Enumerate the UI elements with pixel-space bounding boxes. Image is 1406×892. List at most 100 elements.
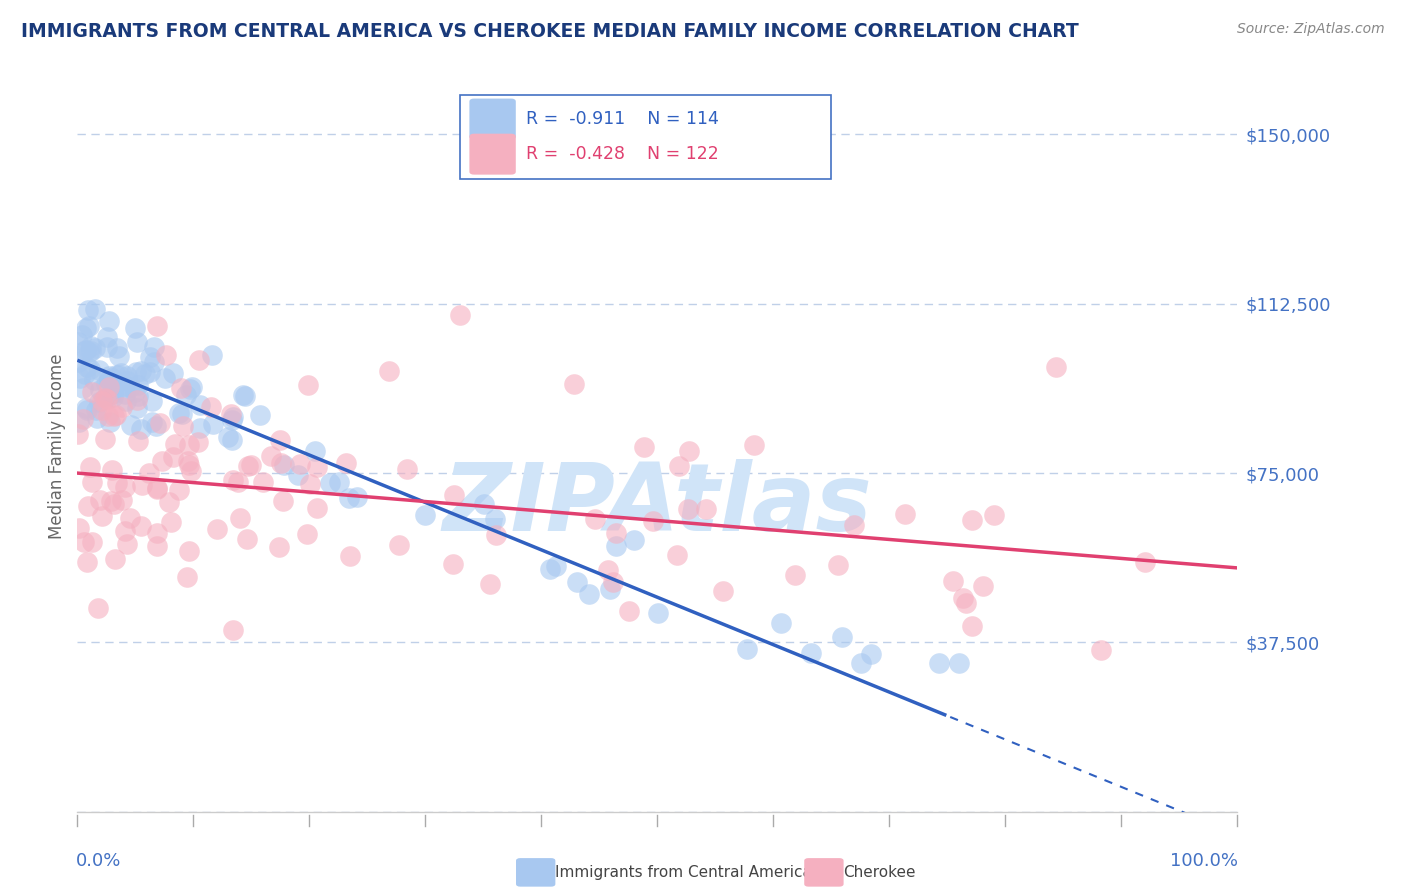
Point — [80, 384, 103, 399]
Point — [180, 380, 202, 394]
FancyBboxPatch shape — [470, 98, 516, 139]
Point — [239, 458, 262, 472]
Point — [84, 341, 107, 355]
Point — [90, 394, 112, 409]
Point — [84, 403, 107, 417]
Point — [711, 584, 734, 599]
Point — [98, 369, 121, 384]
Point — [97, 373, 120, 387]
Point — [139, 365, 162, 379]
Point — [188, 353, 211, 368]
Point — [647, 606, 669, 620]
Point — [118, 511, 141, 525]
Point — [221, 433, 243, 447]
Point — [860, 647, 883, 661]
Point — [129, 422, 152, 436]
Point — [735, 642, 758, 657]
Point — [96, 392, 118, 406]
Point — [146, 525, 169, 540]
Point — [98, 415, 121, 429]
Point — [955, 596, 977, 610]
Point — [827, 558, 849, 573]
Point — [146, 482, 169, 496]
Point — [623, 533, 645, 548]
Point — [110, 366, 132, 380]
Point — [162, 450, 184, 464]
Point — [103, 497, 125, 511]
Point — [73, 534, 96, 549]
Point — [67, 521, 90, 535]
Text: ZIPAtlas: ZIPAtlas — [443, 458, 872, 550]
Point — [73, 367, 96, 381]
Point — [260, 449, 283, 463]
Text: IMMIGRANTS FROM CENTRAL AMERICA VS CHEROKEE MEDIAN FAMILY INCOME CORRELATION CHA: IMMIGRANTS FROM CENTRAL AMERICA VS CHERO… — [21, 22, 1078, 41]
Point — [270, 456, 292, 470]
Point — [162, 366, 184, 380]
Point — [484, 512, 506, 526]
Text: R =  -0.911    N = 114: R = -0.911 N = 114 — [526, 110, 718, 128]
Point — [145, 418, 167, 433]
Point — [83, 373, 105, 387]
Point — [139, 350, 162, 364]
Point — [378, 364, 401, 378]
Point — [124, 321, 146, 335]
Point — [131, 478, 153, 492]
Point — [93, 392, 115, 406]
Point — [177, 438, 200, 452]
Point — [118, 380, 141, 394]
Point — [174, 388, 197, 402]
Point — [80, 339, 103, 353]
Point — [305, 500, 328, 515]
Point — [153, 370, 176, 384]
Point — [676, 502, 699, 516]
Point — [942, 574, 965, 588]
Point — [72, 380, 94, 394]
Point — [105, 377, 128, 392]
Text: R =  -0.428    N = 122: R = -0.428 N = 122 — [526, 145, 718, 163]
Point — [89, 383, 111, 397]
Point — [339, 549, 361, 563]
Point — [222, 623, 245, 637]
Point — [298, 477, 321, 491]
Point — [271, 494, 294, 508]
Point — [105, 341, 128, 355]
Point — [97, 409, 120, 423]
Point — [602, 574, 624, 589]
Point — [86, 411, 108, 425]
Point — [273, 458, 295, 472]
Point — [141, 416, 163, 430]
Point — [180, 464, 202, 478]
Point — [202, 417, 225, 431]
Point — [695, 501, 717, 516]
Point — [101, 463, 124, 477]
Point — [125, 334, 148, 349]
Point — [605, 539, 627, 553]
Point — [96, 330, 118, 344]
Point — [155, 348, 177, 362]
Point — [127, 378, 149, 392]
Point — [75, 401, 97, 416]
Point — [960, 513, 983, 527]
Point — [72, 344, 94, 359]
Text: Cherokee: Cherokee — [844, 865, 917, 880]
Point — [115, 537, 138, 551]
Point — [546, 559, 568, 574]
Point — [619, 604, 641, 618]
Point — [67, 354, 90, 368]
Point — [893, 507, 915, 521]
Point — [236, 459, 259, 474]
Point — [77, 303, 100, 318]
Point — [94, 391, 117, 405]
Point — [76, 555, 98, 569]
Point — [538, 562, 561, 576]
Point — [479, 576, 502, 591]
Point — [89, 362, 111, 376]
Point — [75, 343, 97, 358]
Point — [769, 615, 792, 630]
Point — [79, 361, 101, 376]
Point — [641, 514, 664, 528]
Point — [100, 494, 122, 508]
Point — [90, 403, 112, 417]
Point — [328, 475, 350, 489]
Point — [170, 381, 193, 395]
